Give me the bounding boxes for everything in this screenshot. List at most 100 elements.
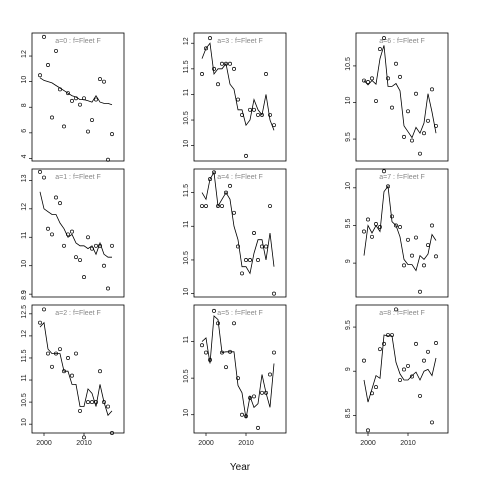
data-point xyxy=(272,123,276,128)
data-point xyxy=(46,226,50,231)
y-tick-label: 9.5 xyxy=(345,132,352,142)
panel-label: a=4 : f=Fleet F xyxy=(217,174,263,181)
y-tick-label: 11 xyxy=(183,221,190,228)
data-point xyxy=(86,129,90,134)
data-point xyxy=(46,63,50,67)
data-point xyxy=(42,175,46,180)
data-point xyxy=(106,286,110,291)
data-point xyxy=(248,257,252,262)
y-tick-label: 9 xyxy=(345,367,352,371)
y-tick-label: 10 xyxy=(183,409,190,417)
data-point xyxy=(434,123,438,128)
data-point xyxy=(370,76,374,81)
data-point xyxy=(240,112,244,117)
data-point xyxy=(422,263,426,268)
data-point xyxy=(244,414,248,419)
data-point xyxy=(102,79,106,84)
data-point xyxy=(58,347,62,352)
data-point xyxy=(94,400,98,405)
data-point xyxy=(264,72,268,76)
y-tick-label: 11.5 xyxy=(183,60,190,73)
panel-frame xyxy=(355,304,449,434)
data-point xyxy=(224,365,228,370)
data-point xyxy=(252,107,256,112)
data-point xyxy=(426,243,430,247)
data-point xyxy=(98,369,102,374)
data-point xyxy=(366,217,370,222)
data-point xyxy=(70,373,74,378)
data-point xyxy=(406,109,410,114)
data-point xyxy=(402,134,406,139)
data-point xyxy=(94,243,98,248)
panel-label: a=7 : f=Fleet F xyxy=(379,174,425,181)
data-point xyxy=(94,97,98,102)
data-point xyxy=(86,235,90,240)
data-point xyxy=(58,87,62,92)
data-point xyxy=(82,435,86,440)
panel-label: a=6 : f=Fleet F xyxy=(379,38,425,45)
y-tick-label: 4 xyxy=(21,154,28,158)
data-point xyxy=(386,184,390,189)
data-point xyxy=(212,308,216,313)
fit-line xyxy=(201,315,275,419)
data-point xyxy=(394,61,398,66)
panel-frame xyxy=(31,168,125,298)
panel-frame xyxy=(193,304,287,434)
data-point xyxy=(418,393,422,398)
data-point xyxy=(252,394,256,399)
data-point xyxy=(390,333,394,337)
y-tick-label: 10 xyxy=(21,418,28,426)
data-point xyxy=(378,347,382,352)
data-point xyxy=(414,341,418,346)
data-point xyxy=(410,374,414,379)
y-tick-label: 9 xyxy=(345,259,352,263)
y-tick-label: 11.5 xyxy=(21,349,28,362)
y-tick-label: 9 xyxy=(21,290,28,294)
panel-label: a=8 : f=Fleet F xyxy=(379,310,425,317)
data-point xyxy=(366,80,370,84)
data-point xyxy=(220,61,224,66)
data-point xyxy=(414,91,418,96)
data-point xyxy=(240,271,244,276)
data-point xyxy=(422,131,426,136)
data-point xyxy=(260,244,264,249)
data-point xyxy=(208,36,212,41)
data-point xyxy=(382,169,386,174)
y-tick-label: 12.5 xyxy=(21,305,28,319)
y-tick-label: 10.5 xyxy=(21,393,28,407)
data-point xyxy=(406,363,410,368)
data-point xyxy=(256,425,260,430)
panel-frame xyxy=(355,168,449,298)
data-point xyxy=(54,195,58,200)
data-point xyxy=(200,72,204,76)
data-point xyxy=(410,253,414,258)
data-point xyxy=(228,349,232,354)
y-tick-label: 11 xyxy=(21,374,28,381)
fit-line xyxy=(201,171,275,275)
data-point xyxy=(66,356,70,360)
y-tick-label: 10.5 xyxy=(183,111,190,125)
data-point xyxy=(248,395,252,400)
data-point xyxy=(220,350,224,355)
panel-label: a=3 : f=Fleet F xyxy=(217,38,263,45)
data-point xyxy=(50,232,54,237)
data-point xyxy=(410,138,414,143)
panel-frame xyxy=(31,32,125,162)
y-tick-label: 10.5 xyxy=(183,251,190,265)
data-point xyxy=(70,98,74,103)
panel-frame xyxy=(193,168,287,298)
y-tick-label: 13 xyxy=(21,174,28,182)
panel-label: a=2 : f=Fleet F xyxy=(55,310,101,317)
fit-line xyxy=(201,42,275,131)
data-point xyxy=(264,390,268,395)
fit-line xyxy=(363,45,437,139)
data-point xyxy=(398,74,402,79)
data-point xyxy=(378,47,382,52)
data-point xyxy=(204,204,208,209)
data-point xyxy=(98,77,102,82)
data-point xyxy=(362,229,366,234)
data-point xyxy=(374,99,378,103)
fit-line xyxy=(39,77,113,106)
data-point xyxy=(38,169,42,174)
